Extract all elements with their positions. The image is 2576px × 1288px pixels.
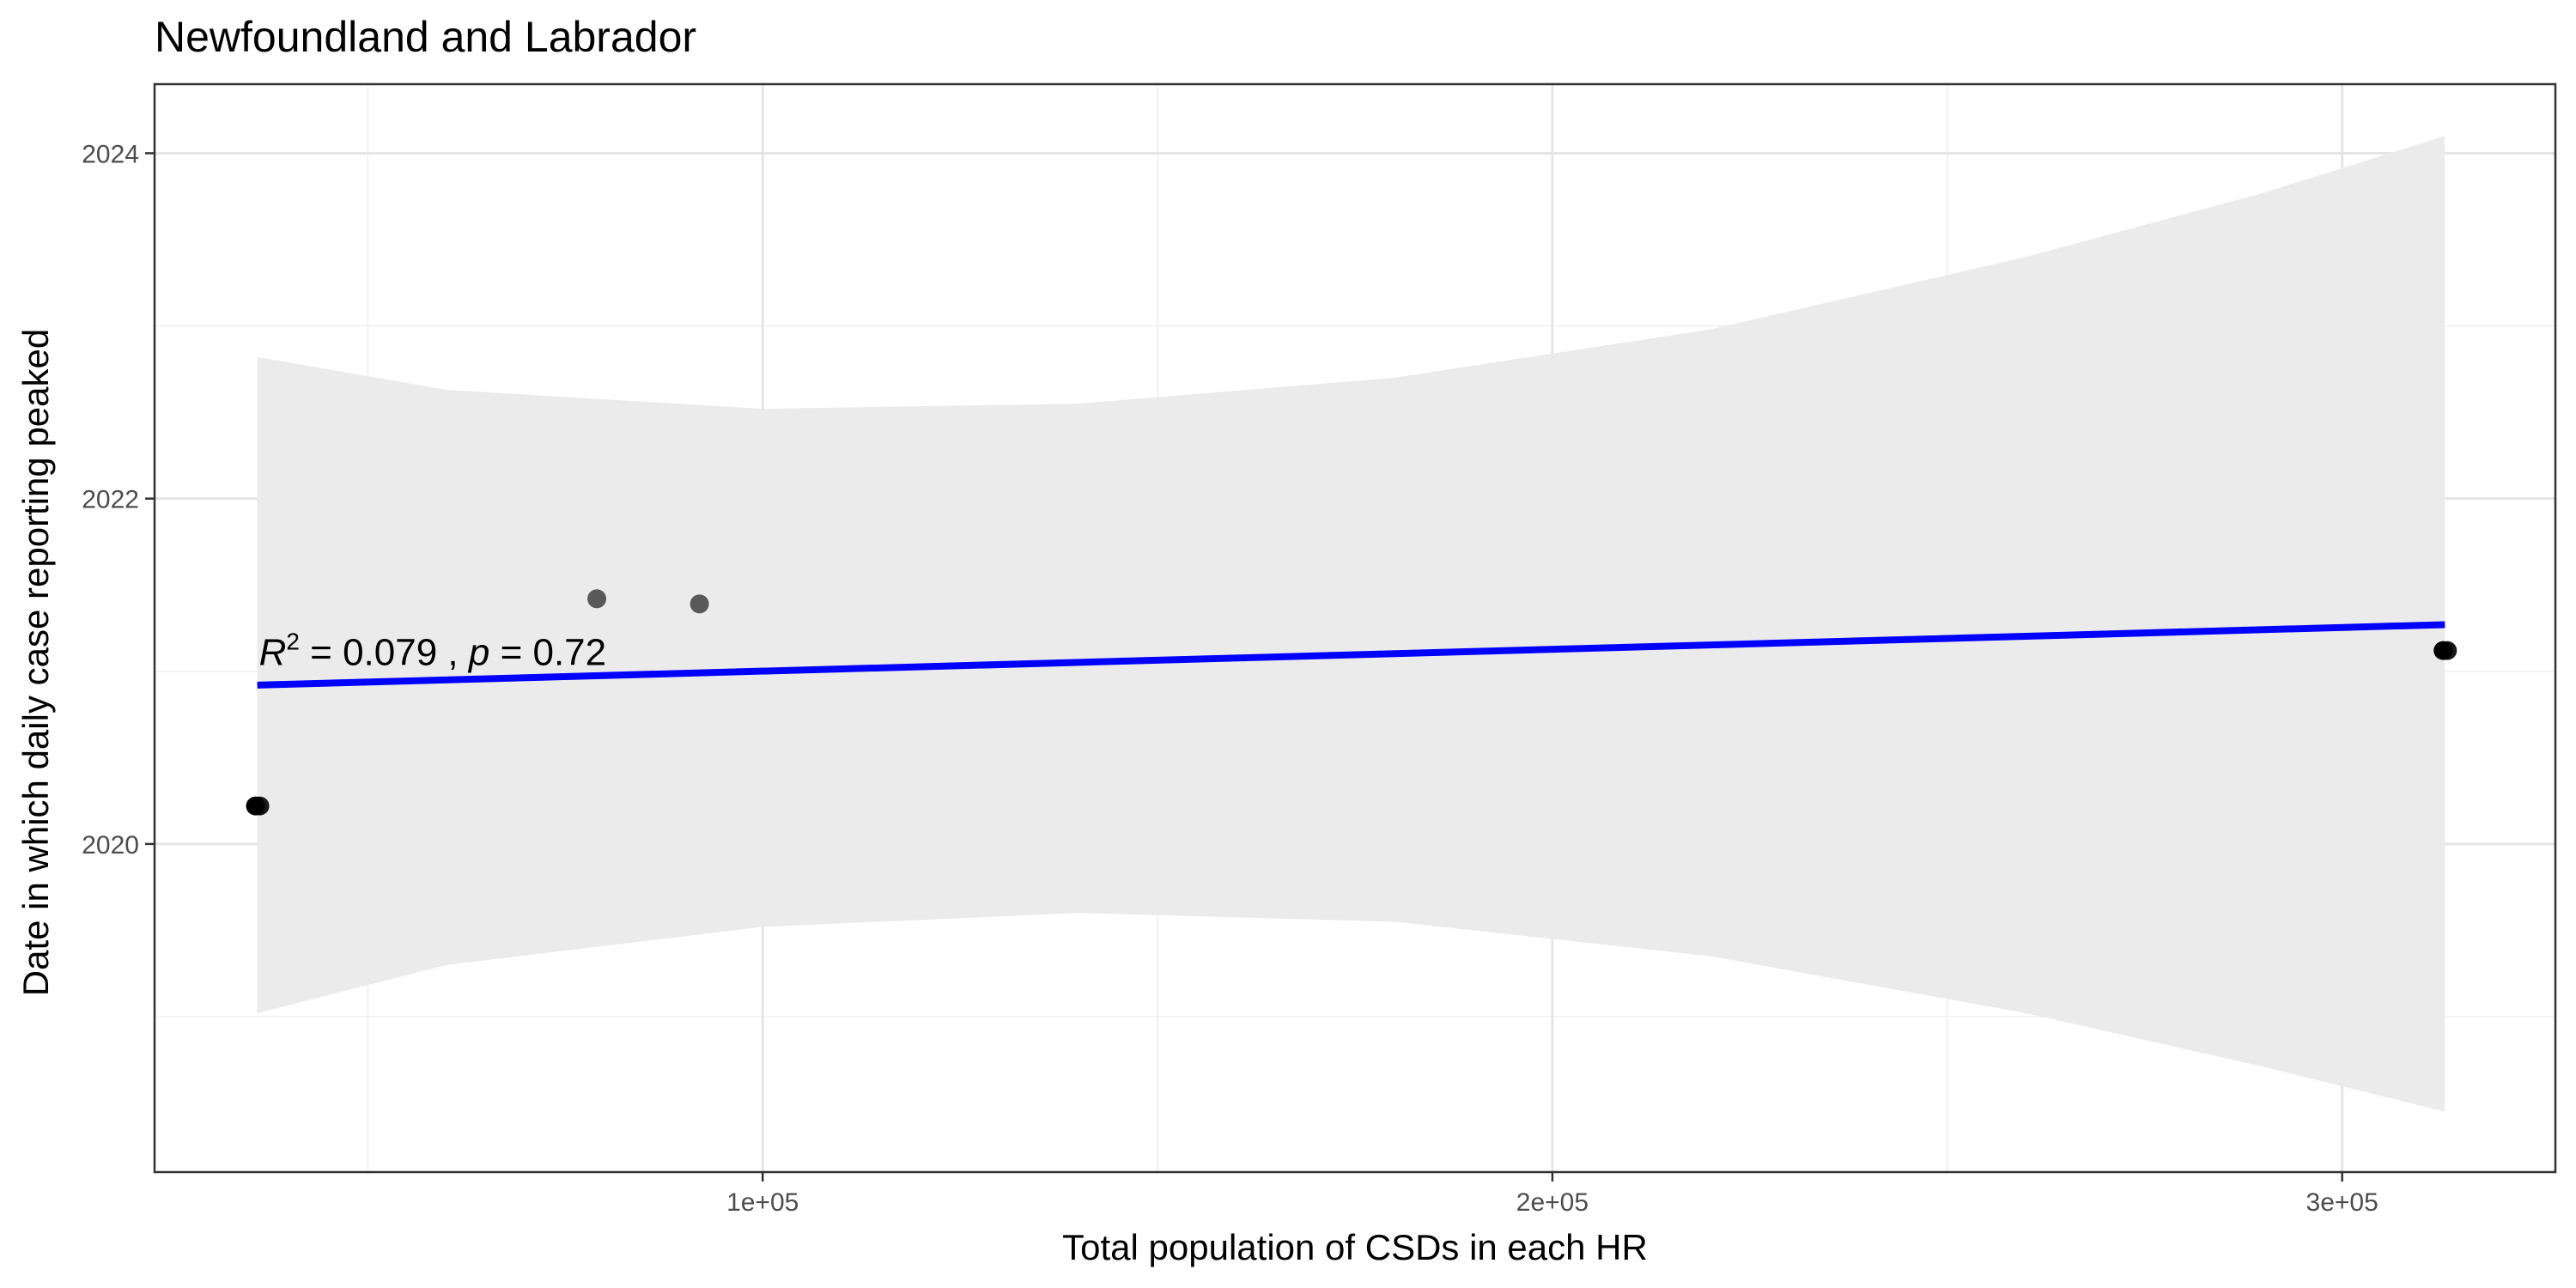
panel-border: [153, 82, 2557, 1174]
x-tick-label: 3e+05: [2306, 1188, 2379, 1217]
chart-title: Newfoundland and Labrador: [155, 13, 696, 61]
p-value: = 0.72: [489, 632, 606, 674]
r-squared-value: = 0.079 ,: [300, 632, 469, 674]
x-axis: 1e+05 2e+05 3e+05: [726, 1172, 2379, 1217]
y-tick-label: 2022: [82, 486, 139, 514]
r-squared-exponent: 2: [286, 629, 300, 655]
regression-line: [257, 621, 2445, 689]
r-squared-label: R: [259, 632, 287, 674]
p-label: p: [467, 632, 489, 674]
data-point: [2433, 641, 2453, 660]
data-point: [246, 796, 265, 816]
data-point: [587, 589, 607, 609]
x-tick-label: 1e+05: [726, 1188, 799, 1217]
confidence-band: [257, 136, 2445, 1112]
x-tick-label: 2e+05: [1516, 1188, 1589, 1217]
y-tick-label: 2020: [82, 831, 139, 860]
y-axis: 2020 2022 2024: [82, 140, 155, 860]
data-point: [690, 594, 709, 614]
x-axis-title: Total population of CSDs in each HR: [1062, 1227, 1648, 1267]
regression-annotation: R2 = 0.079 , p = 0.72: [259, 629, 607, 674]
y-axis-title: Date in which daily case reporting peake…: [15, 329, 56, 996]
data-points: [246, 589, 2458, 816]
y-tick-label: 2024: [82, 140, 139, 168]
plot-panel: R2 = 0.079 , p = 0.72: [153, 82, 2557, 1174]
